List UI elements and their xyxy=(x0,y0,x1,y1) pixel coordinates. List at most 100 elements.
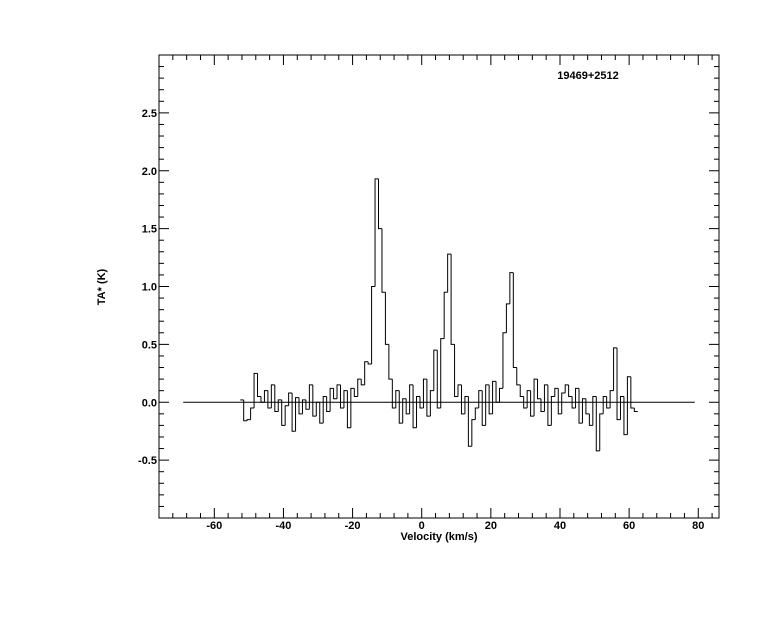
spectrum-channel xyxy=(405,398,410,415)
y-tick-label: 1.5 xyxy=(142,224,157,236)
spectrum-channel xyxy=(578,388,583,424)
spectrum-channel xyxy=(426,379,431,417)
spectrum-channel xyxy=(568,384,573,397)
spectrum-channel xyxy=(512,272,517,369)
spectrum-channel xyxy=(433,349,438,391)
y-tick-label: -0.5 xyxy=(138,455,157,467)
spectrum-channel xyxy=(395,390,400,409)
spectrum-channel xyxy=(333,388,338,400)
spectrum-channel xyxy=(419,396,424,409)
spectrum-channel xyxy=(343,390,348,409)
x-tick-label: -20 xyxy=(345,520,361,532)
spectrum-channel xyxy=(329,387,334,412)
spectrum-channel xyxy=(571,396,576,409)
spectrum-channel xyxy=(315,401,320,417)
spectrum-channel xyxy=(585,398,590,415)
spectrum-channel xyxy=(595,396,600,452)
spectrum-channel xyxy=(557,388,562,415)
x-tick-label: 80 xyxy=(692,520,704,532)
spectrum-channel xyxy=(619,395,624,420)
spectrum-channel xyxy=(613,347,618,391)
spectrum-channel xyxy=(253,372,258,409)
spectrum-channel xyxy=(561,392,566,414)
plot-frame xyxy=(158,54,720,519)
spectrum-channel xyxy=(543,384,548,412)
spectrum-channel xyxy=(305,399,310,410)
x-tick-label: 60 xyxy=(623,520,635,532)
y-axis-label: TA* (K) xyxy=(96,268,108,305)
x-tick-label: -40 xyxy=(275,520,291,532)
spectrum-channel xyxy=(609,390,614,409)
spectrum-channel xyxy=(384,292,389,345)
spectrum-channel xyxy=(281,399,286,426)
spectrum-channel xyxy=(509,272,514,304)
spectrum-channel xyxy=(533,378,538,417)
spectrum-channel xyxy=(599,413,604,451)
spectrum-channel xyxy=(602,395,607,414)
spectrum-channel xyxy=(443,291,448,339)
spectrum-channel xyxy=(416,395,420,428)
spectrum-channel xyxy=(284,405,289,426)
spectrum-channel xyxy=(295,397,299,432)
spectrum-channel xyxy=(485,384,490,426)
spectrum-channel xyxy=(516,367,521,386)
x-tick-label: 0 xyxy=(419,520,425,532)
spectrum-channel xyxy=(319,402,324,424)
spectrum-channel xyxy=(616,347,621,421)
spectrum-channel xyxy=(623,396,628,436)
spectrum-channel xyxy=(626,376,631,435)
spectrum-channel xyxy=(422,378,427,409)
spectrum-channel xyxy=(378,178,382,230)
spectrum-channel xyxy=(274,384,279,413)
spectrum-channel xyxy=(606,396,611,409)
spectrum-channel xyxy=(398,390,403,424)
y-tick-label: 0.5 xyxy=(142,339,157,351)
spectrum-channel xyxy=(402,398,407,424)
spectrum-channel xyxy=(550,395,555,426)
spectrum-channel xyxy=(270,384,275,409)
spectrum-channel xyxy=(526,390,531,409)
spectrum-channel xyxy=(336,384,341,399)
spectrum-channel xyxy=(457,384,462,397)
spectrum-channel xyxy=(498,387,503,403)
spectrum-channel xyxy=(346,390,351,429)
spectrum-channel xyxy=(588,413,593,426)
spectrum-channel xyxy=(575,387,579,409)
spectrum-channel xyxy=(412,384,417,429)
x-axis-label: Velocity (km/s) xyxy=(400,531,477,543)
y-tick-label: 0.0 xyxy=(142,397,157,409)
spectrum-channel xyxy=(298,397,303,415)
spectrum-channel xyxy=(360,379,365,386)
spectrum-channel xyxy=(474,407,479,420)
spectrum-channel xyxy=(519,384,524,397)
spectrum-channel xyxy=(263,390,268,403)
spectrum-channel xyxy=(530,390,535,417)
spectrum-channel xyxy=(502,332,507,389)
spectrum-channel xyxy=(471,419,476,447)
spectrum-channel xyxy=(633,408,638,413)
spectrum-channel xyxy=(391,379,396,409)
spectrum-channel xyxy=(371,286,376,365)
spectrum-channel xyxy=(505,303,510,333)
spectrum-channel xyxy=(440,338,445,409)
spectrum-channel xyxy=(322,395,327,424)
spectrum-channel xyxy=(364,361,369,385)
spectrum-channel xyxy=(260,396,265,403)
spectrum-channel xyxy=(488,384,493,415)
spectrum-channel xyxy=(547,384,552,426)
spectrum-channel xyxy=(308,384,313,410)
spectrum-channel xyxy=(250,407,255,420)
x-tick-label: 20 xyxy=(485,520,497,532)
spectrum-channel xyxy=(564,384,569,393)
spectrum-channel xyxy=(581,398,586,424)
spectrum-channel xyxy=(326,396,331,413)
spectrum-channel xyxy=(246,419,251,421)
spectrum-channel xyxy=(409,384,414,414)
spectrum-channel xyxy=(523,396,528,409)
spectrum-channel xyxy=(257,373,261,397)
spectrum-channel xyxy=(454,344,459,397)
spectrum-channel xyxy=(537,379,541,400)
y-tick-label: 1.0 xyxy=(142,282,157,294)
spectrum-channel xyxy=(436,350,441,409)
